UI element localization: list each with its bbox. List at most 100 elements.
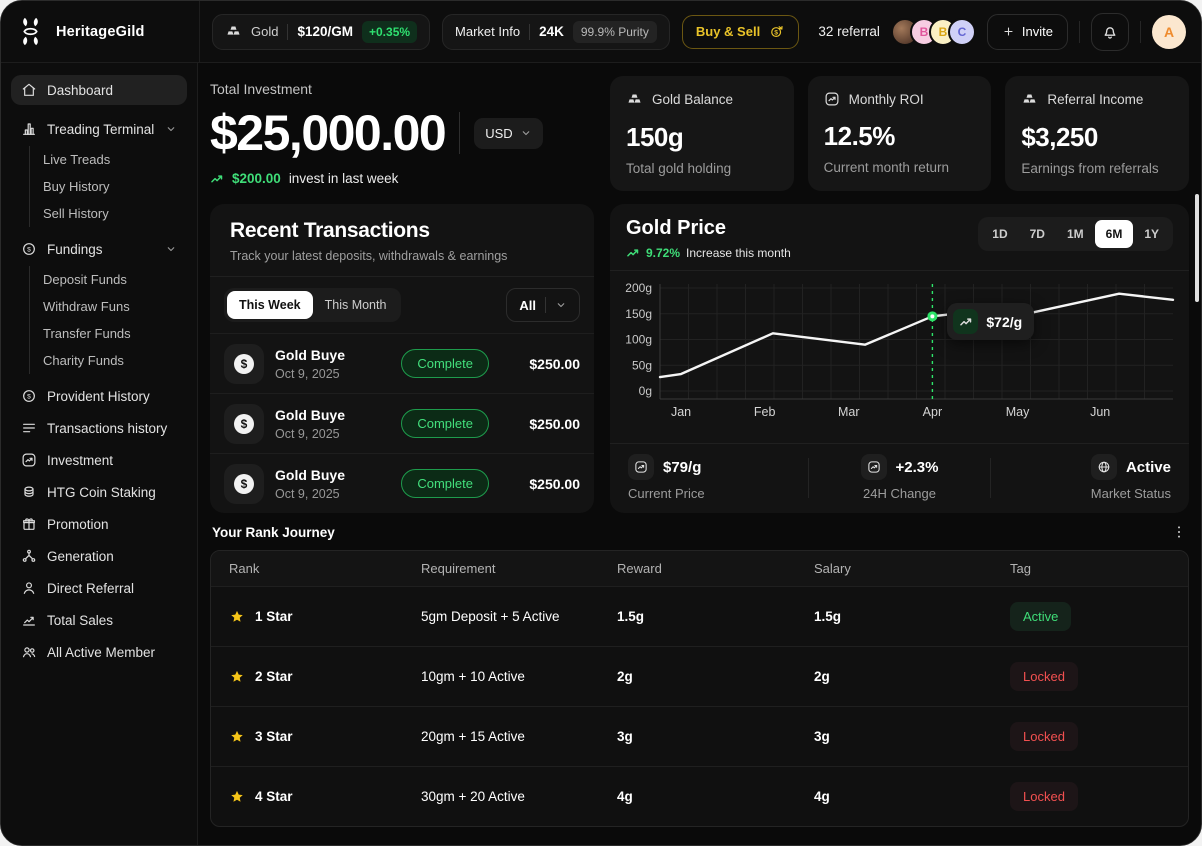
gold-bars-icon	[225, 23, 242, 40]
divider	[210, 276, 594, 277]
transaction-name: Gold Buye	[275, 346, 346, 363]
tab-this-month[interactable]: This Month	[324, 298, 387, 312]
divider	[1140, 20, 1141, 43]
rank-tag-badge: Locked	[1010, 782, 1078, 811]
sidebar-item-transactions-history[interactable]: Transactions history	[11, 413, 187, 443]
sidebar-item-generation[interactable]: Generation	[11, 541, 187, 571]
filter-value: All	[519, 297, 536, 313]
currency-selector[interactable]: USD	[474, 117, 543, 149]
stat-card-referral-income: Referral Income $3,250 Earnings from refer…	[1005, 76, 1189, 191]
timeframe-1m[interactable]: 1M	[1066, 227, 1084, 241]
sidebar-subitem-withdraw-funs[interactable]: Withdraw Funs	[43, 299, 130, 314]
divider	[529, 23, 531, 40]
invest-change-suffix: invest in last week	[288, 171, 399, 186]
rank-row-3-star[interactable]: 3 Star 20gm + 15 Active 3g 3g Locked	[211, 706, 1188, 766]
sidebar-item-all-active-member[interactable]: All Active Member	[11, 637, 187, 667]
transaction-amount: $250.00	[529, 475, 580, 492]
sidebar-subitem-sell-history[interactable]: Sell History	[43, 206, 109, 221]
timeframe-1y[interactable]: 1Y	[1144, 227, 1159, 241]
timeframe-1d[interactable]: 1D	[992, 227, 1008, 241]
market-info-label: Market Info	[455, 24, 521, 39]
gold-stat-value: Active	[1125, 458, 1171, 476]
sidebar-subitem-transfer-funds[interactable]: Transfer Funds	[43, 326, 131, 341]
timeframe-7d[interactable]: 7D	[1029, 227, 1045, 241]
dollar-coin-icon: $	[224, 463, 264, 504]
market-info-pill[interactable]: Market Info 24K 99.9% Purity	[442, 13, 670, 50]
svg-text:150g: 150g	[625, 307, 652, 321]
brand: HeritageGild	[1, 1, 200, 62]
rank-tag-badge: Active	[1010, 602, 1072, 631]
sidebar-item-promotion[interactable]: Promotion	[11, 509, 187, 539]
transaction-info: Gold Buye Oct 9, 2025	[275, 347, 390, 381]
rank-reward: 4g	[617, 789, 633, 804]
chart-tooltip: $72/g	[947, 303, 1035, 341]
sidebar-item-investment[interactable]: Investment	[11, 445, 187, 475]
rank-row-4-star[interactable]: 4 Star 30gm + 20 Active 4g 4g Locked	[211, 766, 1188, 826]
rank-label: 3 Star	[255, 729, 293, 744]
dollar-circle-icon: $	[21, 388, 37, 404]
sidebar-item-treading-terminal[interactable]: Treading Terminal	[11, 114, 187, 144]
gold-price-title: Gold Price	[626, 217, 727, 239]
gold-price-stats: $79/g Current Price +2.3% 24H Change Active M…	[610, 444, 1189, 513]
sidebar-item-htg-coin-staking[interactable]: HTG Coin Staking	[11, 477, 187, 507]
chevron-down-icon	[555, 299, 567, 311]
transaction-row[interactable]: $ Gold Buye Oct 9, 2025 Complete $250.00	[210, 393, 594, 453]
sidebar-item-total-sales[interactable]: Total Sales	[11, 605, 187, 635]
chevron-down-icon	[165, 123, 177, 135]
svg-text:Feb: Feb	[754, 405, 776, 419]
trend-up-icon	[210, 172, 224, 186]
rank-label: 2 Star	[255, 669, 293, 684]
timeframe-6m[interactable]: 6M	[1094, 220, 1134, 248]
rank-requirement: 10gm + 10 Active	[421, 669, 525, 684]
gold-bars-icon	[626, 91, 643, 108]
svg-text:$: $	[27, 246, 31, 253]
rank-requirement: 5gm Deposit + 5 Active	[421, 609, 560, 624]
gold-price-chart[interactable]: 200g 150g 100g 50g 0g Jan Feb Mar Apr May Jun $72/…	[610, 271, 1189, 443]
rank-requirement: 30gm + 20 Active	[421, 789, 525, 804]
sidebar-subitem-charity-funds[interactable]: Charity Funds	[43, 353, 124, 368]
transaction-row[interactable]: $ Gold Buye Oct 9, 2025 Complete $250.00	[210, 453, 594, 513]
star-icon	[229, 609, 245, 625]
heritagegild-logo-icon	[14, 15, 47, 48]
more-options-icon[interactable]	[1171, 524, 1187, 540]
svg-text:Jun: Jun	[1090, 405, 1110, 419]
sidebar-item-direct-referral[interactable]: Direct Referral	[11, 573, 187, 603]
sidebar-item-label: Fundings	[47, 241, 103, 257]
stat-card-value: 150g	[626, 122, 684, 152]
rank-row-2-star[interactable]: 2 Star 10gm + 10 Active 2g 2g Locked	[211, 646, 1188, 706]
sidebar-item-label: Treading Terminal	[47, 121, 155, 137]
svg-text:100g: 100g	[625, 333, 652, 347]
sidebar-subitem-buy-history[interactable]: Buy History	[43, 179, 110, 194]
scrollbar-thumb[interactable]	[1195, 194, 1199, 302]
transaction-date: Oct 9, 2025	[275, 486, 340, 501]
buy-sell-button[interactable]: Buy & Sell $	[681, 14, 800, 49]
transaction-amount: $250.00	[529, 355, 580, 372]
rank-reward: 2g	[617, 669, 633, 684]
rank-table-header: Rank Requirement Reward Salary Tag	[211, 551, 1188, 586]
rank-row-1-star[interactable]: 1 Star 5gm Deposit + 5 Active 1.5g 1.5g Acti…	[211, 586, 1188, 646]
sidebar-subitem-live-treads[interactable]: Live Treads	[43, 152, 111, 167]
karat-value: 24K	[539, 24, 564, 39]
notifications-button[interactable]	[1091, 12, 1129, 51]
stat-card-title: Referral Income	[1047, 92, 1144, 107]
sidebar-item-provident-history[interactable]: $ Provident History	[11, 381, 187, 411]
middle-row: Recent Transactions Track your latest de…	[210, 204, 1189, 513]
sidebar-item-fundings[interactable]: $ Fundings	[11, 234, 187, 264]
invest-change-value: $200.00	[232, 171, 281, 186]
sidebar-item-dashboard[interactable]: Dashboard	[11, 75, 187, 105]
gold-stat-value: +2.3%	[895, 458, 939, 476]
gold-ticker-pill[interactable]: Gold $120/GM +0.35%	[212, 13, 431, 50]
invite-button[interactable]: Invite	[986, 13, 1068, 50]
sidebar-item-label: Transactions history	[47, 420, 168, 436]
transaction-row[interactable]: $ Gold Buye Oct 9, 2025 Complete $250.00	[210, 333, 594, 393]
profile-avatar[interactable]: A	[1152, 14, 1186, 49]
sidebar-subitem-deposit-funds[interactable]: Deposit Funds	[43, 272, 127, 287]
transactions-filter[interactable]: All	[506, 288, 580, 322]
tab-this-week[interactable]: This Week	[227, 291, 313, 319]
sidebar-item-label: Promotion	[47, 516, 109, 532]
dollar-circle-icon: $	[21, 241, 37, 257]
network-icon	[21, 548, 37, 564]
